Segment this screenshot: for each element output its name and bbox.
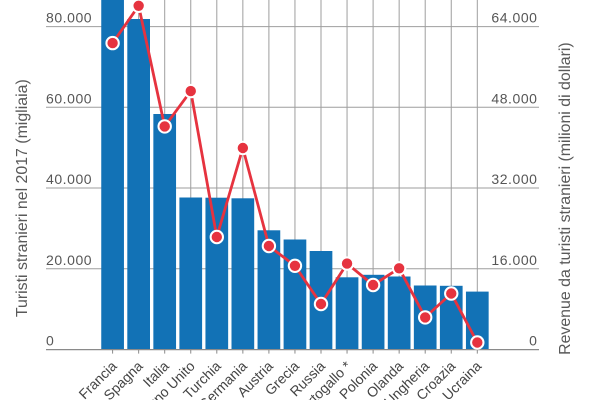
svg-text:64.000: 64.000	[491, 10, 537, 26]
svg-text:Revenue da turisti stranieri (: Revenue da turisti stranieri (milioni di…	[557, 42, 574, 355]
svg-text:80.000: 80.000	[46, 10, 92, 26]
svg-text:16.000: 16.000	[491, 252, 537, 268]
svg-text:60.000: 60.000	[46, 90, 92, 106]
svg-text:20.000: 20.000	[46, 252, 92, 268]
svg-text:0: 0	[46, 333, 54, 349]
svg-text:40.000: 40.000	[46, 171, 92, 187]
svg-text:Turisti stranieri nel 2017 (mi: Turisti stranieri nel 2017 (migliaia)	[14, 79, 31, 317]
svg-text:0: 0	[529, 333, 537, 349]
svg-text:48.000: 48.000	[491, 90, 537, 106]
svg-text:32.000: 32.000	[491, 171, 537, 187]
